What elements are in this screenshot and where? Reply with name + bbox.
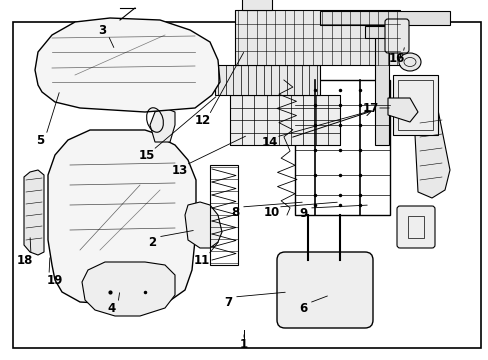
- Text: 17: 17: [362, 102, 378, 114]
- Bar: [407, 216, 423, 238]
- Text: 2: 2: [148, 235, 156, 248]
- Text: 14: 14: [261, 135, 278, 149]
- Text: 3: 3: [98, 23, 106, 36]
- Bar: [397, 80, 432, 130]
- Bar: [242, 0, 271, 10]
- Text: 8: 8: [230, 206, 239, 219]
- Text: 5: 5: [36, 134, 44, 147]
- Ellipse shape: [398, 53, 420, 71]
- Text: 6: 6: [298, 302, 306, 315]
- FancyBboxPatch shape: [276, 252, 372, 328]
- Text: 10: 10: [264, 206, 280, 219]
- Text: 7: 7: [224, 296, 232, 309]
- FancyBboxPatch shape: [396, 206, 434, 248]
- Polygon shape: [48, 130, 196, 305]
- Bar: [229, 95, 339, 145]
- Text: 16: 16: [388, 51, 405, 64]
- Bar: [294, 80, 389, 215]
- Bar: [215, 65, 319, 95]
- Text: 13: 13: [171, 163, 188, 176]
- Polygon shape: [24, 170, 44, 255]
- Polygon shape: [82, 262, 175, 316]
- Bar: [374, 35, 388, 145]
- Polygon shape: [387, 98, 417, 122]
- Polygon shape: [35, 18, 220, 112]
- Bar: [392, 75, 437, 135]
- Text: 4: 4: [108, 302, 116, 315]
- Text: 18: 18: [17, 253, 33, 266]
- Text: 11: 11: [193, 253, 210, 266]
- Polygon shape: [414, 100, 449, 198]
- FancyBboxPatch shape: [384, 19, 408, 53]
- Text: 15: 15: [139, 149, 155, 162]
- Text: 9: 9: [298, 207, 306, 220]
- Text: 12: 12: [195, 113, 211, 126]
- Bar: [364, 26, 399, 38]
- Text: 1: 1: [240, 338, 247, 351]
- Polygon shape: [150, 108, 175, 142]
- Text: 19: 19: [47, 274, 63, 287]
- Polygon shape: [184, 202, 222, 248]
- Bar: [209, 165, 238, 265]
- Bar: [319, 11, 449, 25]
- Bar: [235, 10, 399, 65]
